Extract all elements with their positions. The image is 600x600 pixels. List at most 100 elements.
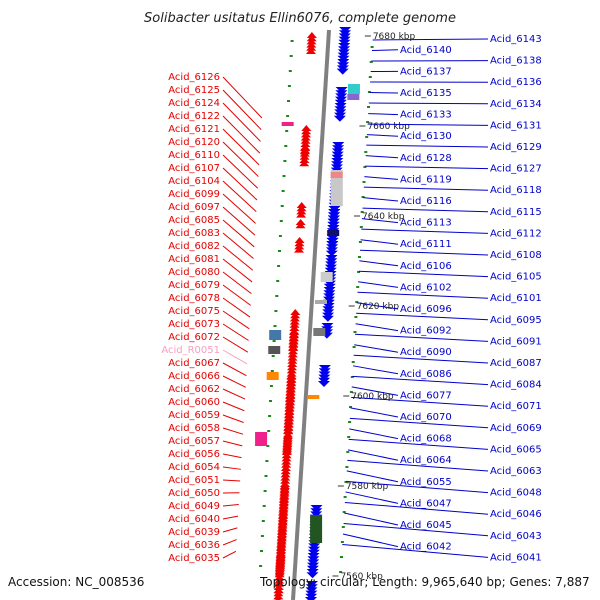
forward-gene-arrow xyxy=(278,511,289,518)
reverse-gene-arrow xyxy=(323,293,336,300)
reverse-gene-arrow xyxy=(308,543,321,550)
reverse-gene-arrow xyxy=(307,562,320,569)
left-leader-line xyxy=(222,479,241,482)
scale-label: 7680 kbp xyxy=(373,32,416,42)
gene-feature-block xyxy=(347,84,360,94)
left-gene-label: Acid_6110 xyxy=(168,150,220,161)
gene-tick xyxy=(357,271,361,273)
gene-tick xyxy=(349,406,352,408)
left-leader-line xyxy=(222,440,243,447)
forward-gene-arrow xyxy=(280,474,291,481)
forward-gene-arrow xyxy=(284,405,295,411)
right-leader-line xyxy=(346,480,489,494)
left-gene-label: Acid_6079 xyxy=(168,280,220,291)
forward-gene-arrow xyxy=(275,561,286,568)
map-title: Solibacter usitatus Ellin6076, complete … xyxy=(144,11,456,26)
gene-tick xyxy=(272,340,276,342)
reverse-gene-arrow xyxy=(330,164,343,171)
forward-gene-arrow xyxy=(276,531,287,537)
forward-gene-arrow xyxy=(281,458,292,465)
left-gene-label: Acid_6040 xyxy=(168,514,220,525)
right-leader-line xyxy=(361,228,489,234)
forward-gene-arrow xyxy=(274,577,285,584)
right-gene-label: Acid_6133 xyxy=(400,110,452,121)
reverse-gene-arrow xyxy=(305,584,318,591)
forward-gene-arrow xyxy=(274,568,285,574)
reverse-gene-arrow xyxy=(326,241,339,247)
reverse-gene-arrow xyxy=(332,142,345,148)
gene-feature-block xyxy=(266,372,279,380)
gene-tick xyxy=(288,70,292,72)
left-leader-line xyxy=(222,453,242,459)
forward-gene-arrow xyxy=(301,125,312,131)
right-leader-line xyxy=(359,249,489,256)
left-leader-line xyxy=(222,154,259,189)
gene-feature-block xyxy=(268,346,281,354)
gene-tick xyxy=(360,211,364,213)
forward-gene-arrow xyxy=(300,134,311,141)
left-leader-line xyxy=(222,310,250,330)
left-gene-label: Acid_6035 xyxy=(168,553,220,564)
gene-tick xyxy=(351,361,355,363)
forward-gene-arrow xyxy=(284,401,295,408)
forward-gene-arrow xyxy=(281,449,292,455)
forward-gene-arrow xyxy=(285,385,296,392)
genome-backbone xyxy=(291,29,331,600)
reverse-gene-arrow xyxy=(338,43,351,49)
reverse-gene-arrow xyxy=(307,549,320,556)
right-leader-line xyxy=(358,270,489,278)
right-leader-line xyxy=(355,323,399,332)
gene-tick xyxy=(365,136,369,138)
forward-gene-arrow xyxy=(295,222,306,229)
scale-labels: 7680 kbp 7660 kbp 7640 kbp 7620 kbp 7600 kbp… xyxy=(332,32,416,582)
right-gene-label: Acid_6131 xyxy=(490,120,542,131)
left-gene-label: Acid_6085 xyxy=(168,215,220,226)
left-gene-label: Acid_6082 xyxy=(168,241,220,252)
left-leader-line xyxy=(222,76,263,119)
left-leader-line xyxy=(222,401,245,412)
right-gene-label: Acid_6070 xyxy=(400,412,452,423)
right-gene-label: Acid_6118 xyxy=(490,185,542,196)
left-gene-label: Acid_6049 xyxy=(168,501,220,512)
gene-feature-block xyxy=(310,515,323,543)
gene-tick xyxy=(278,235,282,237)
right-gene-label: Acid_6048 xyxy=(490,488,542,499)
gene-tick xyxy=(355,301,359,303)
right-leader-line xyxy=(351,396,489,407)
forward-gene-arrow xyxy=(282,445,293,452)
gene-tick xyxy=(361,196,365,198)
right-gene-label: Acid_6086 xyxy=(400,369,452,380)
right-gene-labels: Acid_6143 Acid_6140 Acid_6138 Acid_6137 Acid… xyxy=(342,34,542,563)
right-leader-line xyxy=(356,302,399,310)
forward-gene-arrow xyxy=(275,555,286,562)
right-gene-label: Acid_6069 xyxy=(490,423,542,434)
right-leader-line xyxy=(353,354,489,364)
forward-gene-arrow xyxy=(296,202,307,208)
right-leader-line xyxy=(364,176,399,180)
left-leader-line xyxy=(222,219,255,248)
reverse-gene-arrow xyxy=(318,368,331,375)
right-leader-line xyxy=(365,165,489,170)
gene-tick xyxy=(340,556,343,558)
right-gene-label: Acid_6065 xyxy=(490,444,542,455)
forward-gene-arrow xyxy=(289,318,300,325)
forward-gene-arrow xyxy=(276,534,287,541)
forward-gene-arrow xyxy=(289,321,300,328)
reverse-gene-arrow xyxy=(332,145,345,152)
right-gene-label: Acid_6096 xyxy=(400,304,452,315)
left-leader-line xyxy=(222,206,256,236)
scale-label: 7560 kbp xyxy=(340,572,383,582)
reverse-gene-arrow xyxy=(324,264,337,271)
gene-tick xyxy=(367,106,370,108)
gene-tick xyxy=(271,355,275,357)
reverse-gene-arrow xyxy=(327,225,340,231)
left-leader-line xyxy=(222,271,252,295)
forward-gene-arrow xyxy=(275,552,286,558)
forward-gene-arrow xyxy=(277,527,288,534)
reverse-gene-arrow xyxy=(323,280,336,287)
forward-gene-arrow xyxy=(282,439,293,446)
forward-gene-arrow xyxy=(281,452,292,459)
scale-label: 7620 kbp xyxy=(357,302,400,312)
gene-tick xyxy=(340,541,344,543)
